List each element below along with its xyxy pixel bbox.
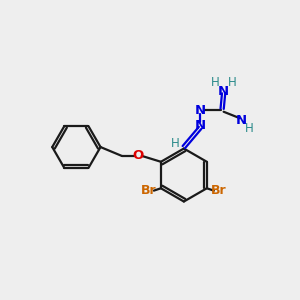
- Text: Br: Br: [141, 184, 156, 197]
- Text: N: N: [236, 114, 247, 127]
- Text: H: H: [245, 122, 254, 135]
- Text: Br: Br: [212, 184, 227, 197]
- Text: N: N: [194, 104, 206, 117]
- Text: H: H: [227, 76, 236, 89]
- Text: N: N: [218, 85, 229, 98]
- Text: H: H: [171, 137, 179, 150]
- Text: N: N: [195, 119, 206, 132]
- Text: O: O: [132, 149, 144, 162]
- Text: H: H: [211, 76, 220, 89]
